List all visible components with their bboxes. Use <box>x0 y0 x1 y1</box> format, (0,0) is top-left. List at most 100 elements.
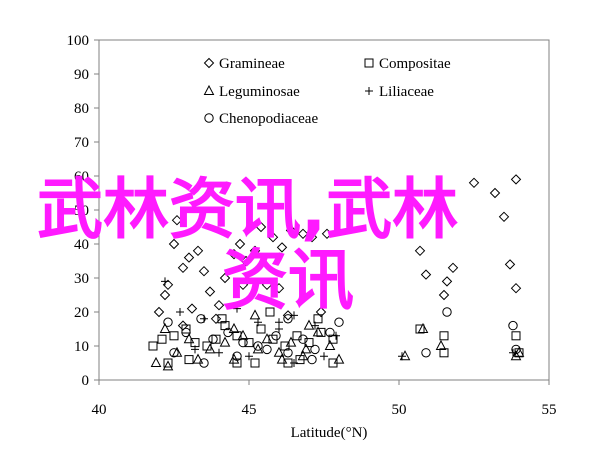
chenopodiaceae-point <box>511 344 521 355</box>
liliaceae-point <box>320 352 328 361</box>
leguminosae-point <box>312 326 324 337</box>
leguminosae-point <box>276 353 288 364</box>
x-tick-label: 40 <box>92 402 107 418</box>
legend-marker-chenopodiaceae <box>204 113 214 123</box>
leguminosae-point <box>417 322 429 333</box>
gramineae-point <box>504 259 516 270</box>
leguminosae-point <box>162 360 174 371</box>
y-tick-label: 40 <box>74 237 89 253</box>
gramineae-point <box>177 262 189 274</box>
leguminosae-point <box>435 339 447 350</box>
compositae-point <box>439 331 449 341</box>
leguminosae-point <box>333 353 345 364</box>
liliaceae-point <box>290 311 298 320</box>
liliaceae-point <box>290 359 298 367</box>
series-leguminosae <box>150 309 525 371</box>
gramineae-point <box>219 272 231 284</box>
gramineae-point <box>315 306 327 318</box>
legend-marker-compositae <box>364 58 374 68</box>
chenopodiaceae-point <box>238 337 248 348</box>
gramineae-point <box>489 187 501 199</box>
gramineae-point <box>420 269 432 280</box>
y-tick-label: 30 <box>74 271 89 287</box>
gramineae-point <box>414 245 426 257</box>
chenopodiaceae-point <box>223 327 233 338</box>
y-tick-label: 70 <box>74 135 89 151</box>
compositae-point <box>211 334 221 344</box>
gramineae-point <box>285 225 297 236</box>
gramineae-point <box>237 279 249 291</box>
leguminosae-point <box>261 333 273 344</box>
compositae-point <box>169 331 179 341</box>
compositae-point <box>148 341 158 351</box>
gramineae-point <box>282 310 294 321</box>
chenopodiaceae-point <box>334 317 344 327</box>
leguminosae-point <box>204 343 216 354</box>
x-tick-label: 55 <box>542 402 557 418</box>
compositae-point <box>184 355 194 365</box>
y-tick-label: 90 <box>74 67 89 83</box>
chenopodiaceae-point <box>310 344 320 355</box>
gramineae-point <box>510 174 522 185</box>
legend-marker-liliaceae <box>365 87 373 95</box>
gramineae-point <box>249 245 261 257</box>
gramineae-point <box>321 228 333 240</box>
gramineae-point <box>510 282 522 294</box>
gramineae-point <box>171 214 183 226</box>
compositae-point <box>163 358 173 368</box>
gramineae-point <box>177 320 189 331</box>
chenopodiaceae-point <box>283 348 293 358</box>
legend-label-leguminosae: Leguminosae <box>219 84 300 100</box>
leguminosae-point <box>219 336 231 347</box>
liliaceae-point <box>275 325 283 333</box>
compositae-point <box>313 314 323 324</box>
gramineae-point <box>183 252 195 263</box>
compositae-point <box>250 358 260 368</box>
gramineae-point <box>234 238 246 250</box>
liliaceae-point <box>161 277 169 286</box>
compositae-point <box>511 331 521 341</box>
liliaceae-point <box>275 318 283 327</box>
chenopodiaceae-point <box>208 334 218 344</box>
legend-marker-gramineae <box>203 57 215 69</box>
legend-label-compositae: Compositae <box>379 56 451 72</box>
legend-label-chenopodiaceae: Chenopodiaceae <box>219 111 318 127</box>
leguminosae-point <box>237 329 249 340</box>
gramineae-point <box>228 248 240 260</box>
chenopodiaceae-point <box>199 358 209 368</box>
gramineae-point <box>213 299 225 311</box>
y-tick-label: 50 <box>74 203 89 219</box>
compositae-point <box>439 348 449 358</box>
chenopodiaceae-point <box>442 307 452 317</box>
gramineae-point <box>240 255 252 267</box>
liliaceae-point <box>254 318 262 327</box>
x-axis: 40 45 50 55 <box>92 380 557 418</box>
leguminosae-point <box>285 336 297 347</box>
leguminosae-point <box>249 309 261 320</box>
gramineae-point <box>186 303 198 314</box>
legend-marker-leguminosae <box>203 84 215 95</box>
leguminosae-point <box>510 350 522 361</box>
y-tick-label: 20 <box>74 305 89 321</box>
liliaceae-point <box>215 348 223 357</box>
liliaceae-point <box>245 352 253 361</box>
leguminosae-point <box>513 346 525 357</box>
x-tick-label: 45 <box>242 402 257 418</box>
gramineae-point <box>267 231 279 243</box>
leguminosae-point <box>228 322 240 333</box>
liliaceae-point <box>332 331 340 340</box>
leguminosae-point <box>150 356 162 367</box>
gramineae-point <box>498 211 510 223</box>
chenopodiaceae-point <box>307 354 317 365</box>
watermark-line-2: 资讯 <box>222 242 354 319</box>
gramineae-point <box>276 242 288 253</box>
compositae-point <box>244 338 254 348</box>
compositae-point <box>256 324 266 334</box>
leguminosae-point <box>273 346 285 357</box>
compositae-point <box>202 341 212 351</box>
gramineae-point <box>192 245 204 257</box>
gramineae-point <box>447 262 459 274</box>
x-axis-title: Latitude(°N) <box>291 425 368 441</box>
chenopodiaceae-point <box>181 327 191 338</box>
